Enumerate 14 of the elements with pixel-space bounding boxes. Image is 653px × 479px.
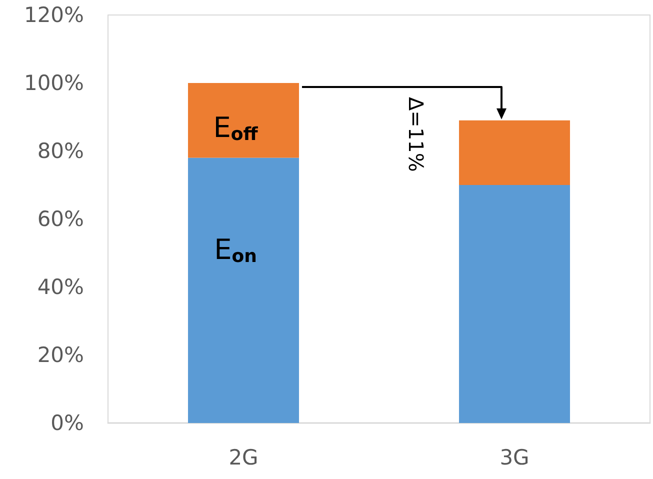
- y-tick-label: 20%: [37, 343, 84, 367]
- x-tick-label: 3G: [500, 446, 530, 470]
- y-tick-label: 0%: [50, 411, 84, 435]
- annotation: Δ=11%: [404, 97, 428, 172]
- y-tick-label: 120%: [24, 3, 84, 27]
- y-tick-label: 100%: [24, 71, 84, 95]
- bar: [459, 185, 570, 423]
- y-tick-label: 60%: [37, 207, 84, 231]
- bar: [188, 158, 299, 423]
- x-tick-label: 2G: [228, 446, 258, 470]
- bar: [188, 83, 299, 158]
- bar: [459, 120, 570, 185]
- y-tick-label: 40%: [37, 275, 84, 299]
- y-tick-label: 80%: [37, 139, 84, 163]
